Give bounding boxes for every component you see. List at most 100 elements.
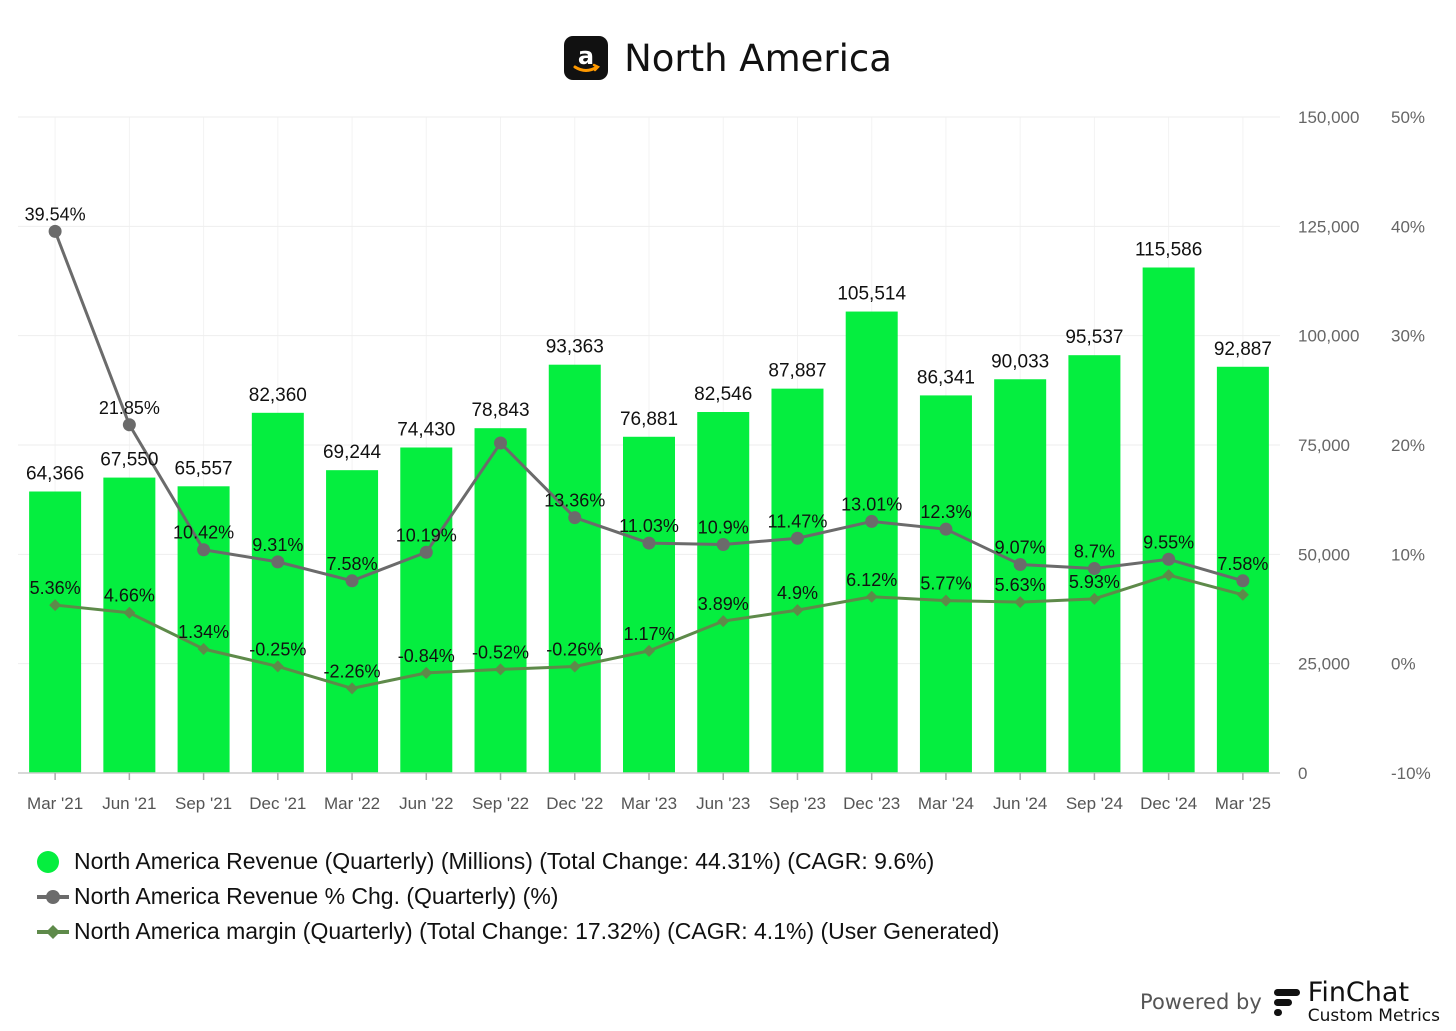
bar[interactable] [697, 411, 750, 773]
line-value-label: -0.84% [398, 646, 455, 666]
line-value-label: 4.66% [104, 586, 155, 606]
bar-value-label: 82,546 [694, 384, 752, 405]
line-point[interactable] [419, 545, 433, 559]
line-point[interactable] [1236, 574, 1250, 588]
line-value-label: 7.58% [327, 554, 378, 574]
bar[interactable] [29, 491, 82, 773]
x-tick-label: Sep '22 [472, 794, 529, 813]
bar[interactable] [919, 395, 972, 773]
data-labels: 64,366 67,550 65,557 82,360 69,244 74,430 78,8… [25, 204, 1272, 681]
bar-value-label: 115,586 [1135, 240, 1202, 261]
line-point[interactable] [1088, 592, 1101, 605]
line-value-label: 9.31% [252, 535, 303, 555]
bar[interactable] [103, 477, 156, 773]
bar[interactable] [1142, 267, 1195, 773]
line-point[interactable] [494, 436, 508, 450]
line-point[interactable] [123, 606, 136, 619]
line-value-label: -0.26% [546, 640, 603, 660]
line-point[interactable] [197, 543, 211, 557]
line-value-label: 5.36% [30, 578, 81, 598]
bar[interactable] [177, 486, 230, 773]
svg-text:a: a [578, 42, 594, 70]
x-tick-label: Jun '21 [102, 794, 156, 813]
line-point[interactable] [271, 555, 285, 569]
bar-value-label: 86,341 [917, 367, 975, 388]
line-point[interactable] [643, 644, 655, 657]
line-point[interactable] [717, 615, 730, 628]
line-point[interactable] [791, 604, 804, 617]
y-right-tick-label: 40% [1391, 217, 1425, 236]
line-value-label: 13.36% [544, 491, 605, 511]
chart: 0 -10% 25,000 0% 50,000 10% 75,000 20% 100,000 30… [18, 108, 1431, 813]
bar[interactable] [548, 364, 601, 773]
legend-item-revenue-change[interactable]: North America Revenue % Chg. (Quarterly)… [36, 883, 558, 910]
line-point[interactable] [1162, 552, 1176, 566]
line-point[interactable] [122, 418, 136, 432]
line-value-label: 1.17% [623, 624, 674, 644]
line-value-label: 1.34% [178, 622, 229, 642]
line-point[interactable] [345, 574, 359, 588]
line-point[interactable] [939, 594, 952, 607]
y-left-tick-label: 100,000 [1298, 327, 1359, 346]
line-point[interactable] [271, 660, 284, 673]
bar[interactable] [400, 447, 453, 773]
line-value-label: 3.89% [698, 594, 749, 614]
line-point[interactable] [790, 531, 804, 545]
bar[interactable] [326, 470, 379, 773]
line-point[interactable] [197, 643, 210, 656]
line-point[interactable] [1013, 558, 1027, 572]
bar-value-label: 65,557 [175, 458, 233, 479]
line-value-label: 11.47% [768, 511, 828, 531]
line-value-label: 10.42% [173, 523, 234, 543]
line-point[interactable] [865, 590, 878, 603]
bar[interactable] [845, 311, 898, 773]
line-point[interactable] [494, 663, 507, 676]
bar[interactable] [1216, 366, 1269, 773]
line-point[interactable] [420, 666, 433, 679]
line-point[interactable] [865, 514, 879, 528]
bar-value-label: 78,843 [471, 400, 529, 421]
x-tick-label: Dec '21 [249, 794, 306, 813]
line-value-label: 9.55% [1143, 532, 1194, 552]
bar[interactable] [994, 379, 1047, 773]
line-point[interactable] [1087, 562, 1101, 576]
legend-line-circle-icon [37, 889, 69, 904]
line-point[interactable] [346, 682, 359, 695]
line-value-label: 21.85% [99, 398, 160, 418]
x-tick-label: Mar '24 [918, 794, 974, 813]
line-point[interactable] [642, 536, 656, 550]
line-point[interactable] [568, 660, 581, 673]
amazon-logo-icon: a [564, 36, 609, 80]
bar[interactable] [251, 412, 304, 773]
chart-title: a North America [0, 28, 1456, 88]
bar-value-label: 76,881 [620, 409, 678, 430]
y-right-tick-label: -10% [1391, 764, 1431, 783]
x-tick-label: Dec '22 [546, 794, 603, 813]
line-value-label: 13.01% [841, 494, 902, 514]
line-point[interactable] [939, 522, 953, 536]
bar[interactable] [771, 388, 824, 773]
line-point[interactable] [1014, 596, 1027, 609]
finchat-logo-icon [1273, 989, 1300, 1016]
line-point[interactable] [1236, 588, 1249, 601]
bar[interactable] [474, 428, 527, 773]
line-point[interactable] [49, 599, 62, 612]
line-point[interactable] [1162, 569, 1175, 582]
x-tick-label: Jun '22 [399, 794, 453, 813]
line-point[interactable] [568, 511, 582, 525]
legend-item-margin[interactable]: North America margin (Quarterly) (Total … [36, 918, 999, 945]
line-value-label: 6.12% [846, 570, 897, 590]
y-left-tick-label: 150,000 [1298, 108, 1359, 127]
y-left-tick-label: 50,000 [1298, 545, 1350, 564]
bar-value-label: 82,360 [249, 385, 307, 406]
line-value-label: 11.03% [619, 516, 679, 536]
x-tick-label: Mar '22 [324, 794, 380, 813]
y-right-tick-label: 50% [1391, 108, 1425, 127]
line-point[interactable] [48, 224, 62, 238]
legend-item-revenue[interactable]: North America Revenue (Quarterly) (Milli… [36, 848, 934, 875]
x-tick-label: Jun '24 [993, 794, 1047, 813]
bar[interactable] [623, 436, 675, 773]
brand-name: FinChat [1307, 977, 1410, 1008]
line-point[interactable] [716, 537, 730, 551]
legend-label: North America Revenue (Quarterly) (Milli… [74, 848, 935, 874]
